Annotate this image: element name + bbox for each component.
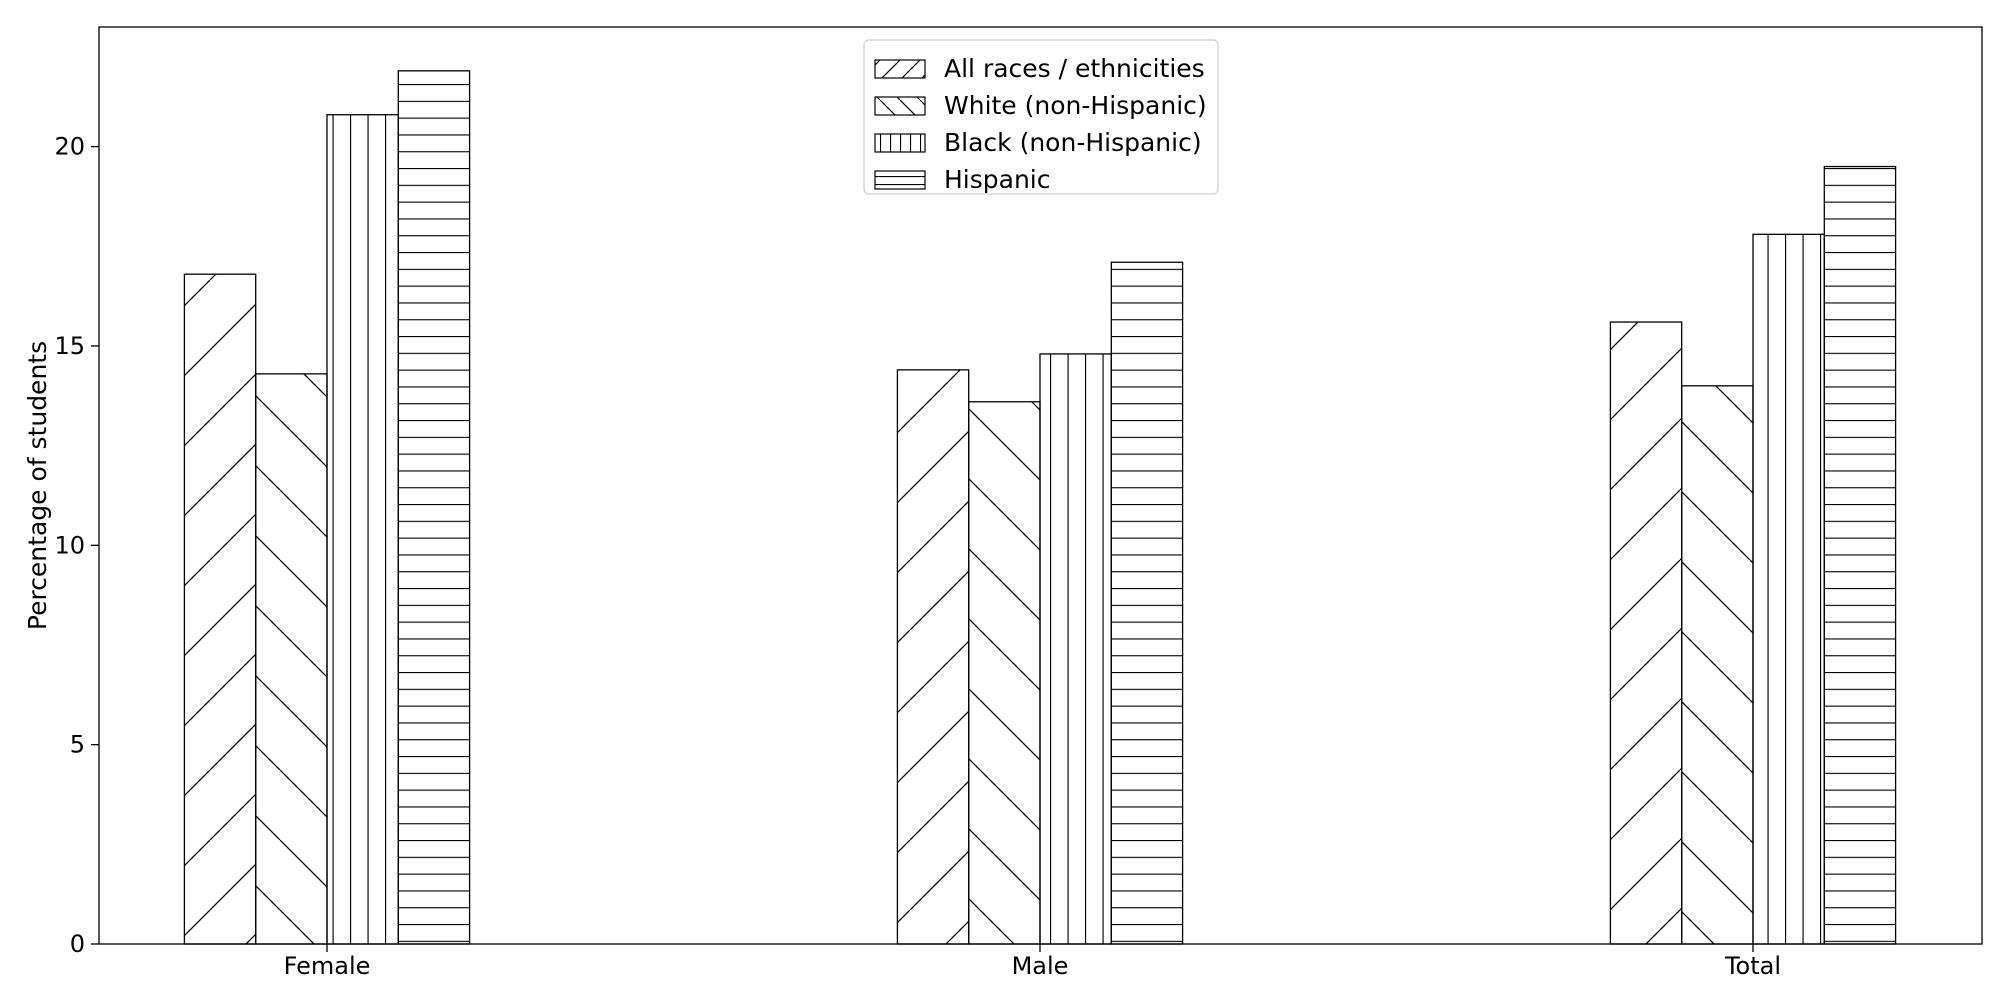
x-axis: Female Male Total	[284, 944, 1781, 980]
legend-swatch-series-3	[874, 133, 926, 153]
bar-female-series-1	[183, 273, 257, 945]
x-tick-label-male: Male	[1012, 952, 1069, 980]
y-tick-label: 15	[54, 332, 85, 360]
legend-swatch-series-1	[874, 59, 926, 79]
y-axis-label: Percentage of students	[23, 341, 52, 630]
bar-female-series-2	[255, 373, 328, 945]
bar-male-series-1	[896, 369, 970, 945]
y-tick-label: 5	[70, 731, 85, 759]
y-tick-label: 10	[54, 531, 85, 559]
bar-total-series-3	[1752, 233, 1825, 945]
y-tick-label: 20	[54, 133, 85, 161]
bar-total-series-4	[1823, 165, 1897, 945]
bar-female-series-3	[326, 114, 399, 945]
bar-male-series-2	[968, 401, 1041, 945]
bar-total-series-1	[1609, 321, 1683, 945]
bar-male-series-3	[1039, 353, 1112, 945]
legend-label-series-4: Hispanic	[944, 165, 1051, 194]
bar-male-series-4	[1110, 261, 1184, 945]
legend-label-series-1: All races / ethnicities	[944, 54, 1205, 83]
bar-female-series-4	[397, 70, 471, 945]
legend-swatch-series-2	[874, 96, 926, 116]
bars-layer	[183, 70, 1897, 945]
x-tick-label-total: Total	[1724, 952, 1781, 980]
legend-box	[863, 39, 1219, 195]
bar-total-series-2	[1681, 385, 1754, 945]
y-tick-label: 0	[70, 930, 85, 958]
legend-label-series-3: Black (non-Hispanic)	[944, 128, 1202, 157]
legend-label-series-2: White (non-Hispanic)	[944, 91, 1207, 120]
y-axis: 0 5 10 15 20	[54, 133, 99, 958]
x-tick-label-female: Female	[284, 952, 371, 980]
legend-swatch-series-4	[874, 170, 926, 190]
legend: All races / ethnicities White (non-Hispan…	[863, 39, 1219, 195]
